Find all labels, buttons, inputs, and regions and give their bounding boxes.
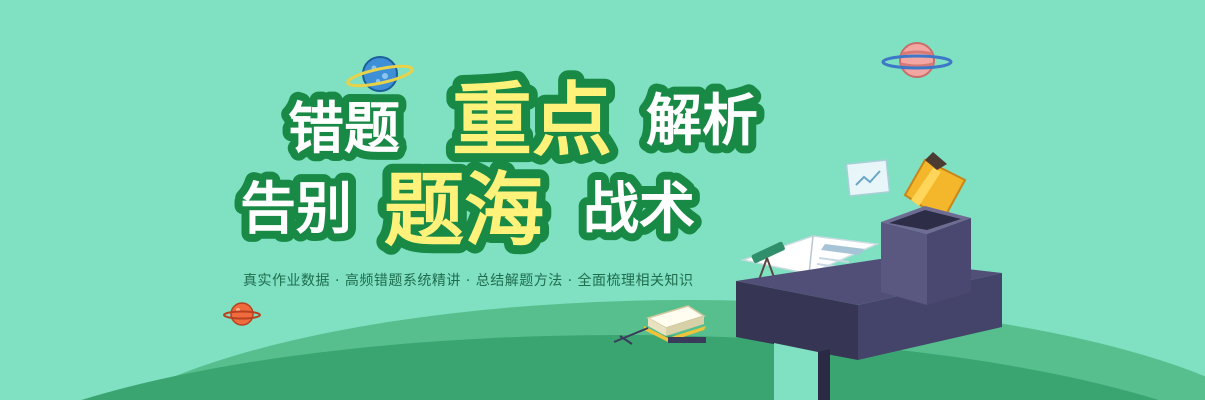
tagline: 真实作业数据 · 高频错题系统精讲 · 总结解题方法 · 全面梳理相关知识 [243,273,694,289]
open-book-icon [740,235,880,275]
headline-line1-highlight: 重点 [452,74,612,167]
chart-card-icon [846,159,891,197]
headline-line2-part2: 战术 [583,177,695,242]
robot-cart-icon [613,305,706,345]
planet-blue-icon [346,56,414,92]
headline-line1-part1: 错题 [288,97,400,162]
headline: 错题 重点 解析 告别 题海 战术 [232,65,766,266]
headline-line2-part1: 告别 [240,177,352,242]
headline-line1-part2: 解析 [646,89,758,154]
planet-pink-icon [881,42,953,78]
pencil-cup-icon [881,152,971,305]
headline-line2-highlight: 题海 [384,164,544,257]
planet-orange-icon [223,302,261,326]
